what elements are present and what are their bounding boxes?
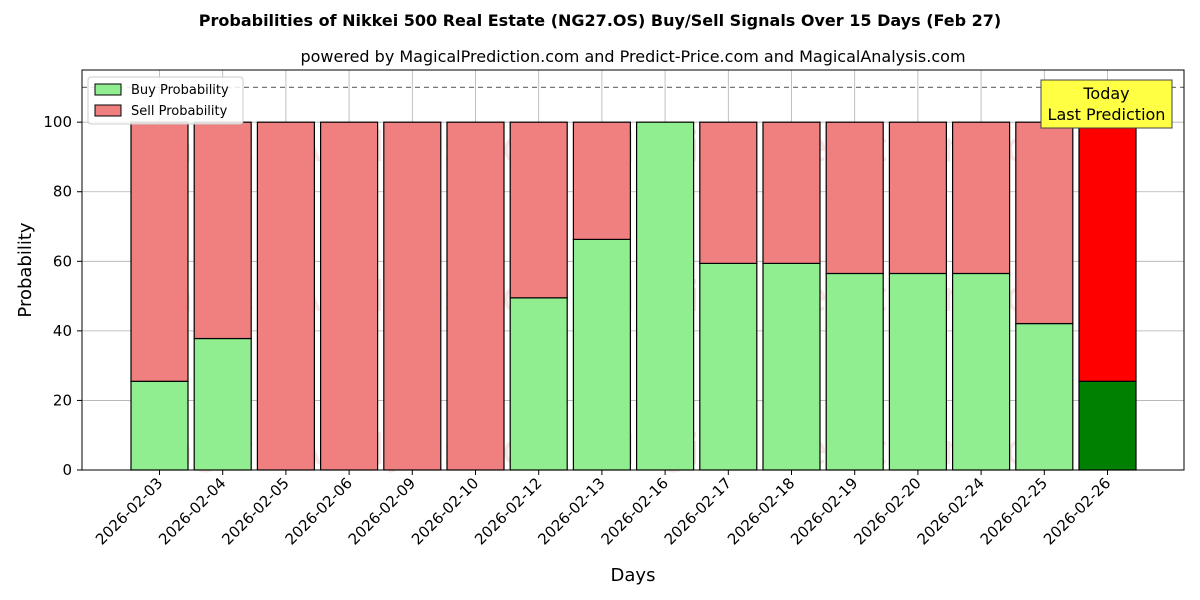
- x-tick-label: 2026-02-24: [914, 474, 988, 548]
- sell-bar: [320, 121, 379, 471]
- legend-label: Buy Probability: [131, 83, 229, 98]
- sell-bar: [951, 121, 1011, 275]
- legend-swatch: [94, 104, 122, 117]
- legend-box: [87, 76, 244, 125]
- x-tick-label: 2026-02-06: [282, 474, 356, 548]
- y-axis-label: Probability: [15, 222, 36, 317]
- buy-bar: [1078, 380, 1137, 471]
- annotation-box: [1040, 79, 1173, 129]
- chart-subtitle: powered by MagicalPrediction.com and Pre…: [300, 47, 965, 66]
- buy-bar: [825, 272, 884, 471]
- legend-swatch: [94, 83, 122, 96]
- y-tick-label: 40: [53, 322, 72, 340]
- sell-bar: [699, 121, 758, 264]
- annotation-text: Last Prediction: [1048, 105, 1166, 124]
- sell-bar: [383, 121, 442, 471]
- x-tick-label: 2026-02-09: [345, 474, 419, 548]
- plot-area: MagicalAnalysis.comMagicalPrediction.com…: [43, 69, 1185, 548]
- buy-bar: [509, 297, 568, 471]
- sell-bar: [130, 121, 189, 382]
- x-axis-label: Days: [611, 565, 656, 586]
- x-tick-label: 2026-02-25: [977, 474, 1051, 548]
- x-tick-label: 2026-02-10: [408, 474, 482, 548]
- sell-bar: [1015, 121, 1074, 325]
- buy-bar: [130, 380, 189, 471]
- y-tick-label: 100: [43, 113, 72, 131]
- x-tick-label: 2026-02-03: [92, 474, 166, 548]
- sell-bar: [572, 121, 632, 240]
- buy-bar: [762, 262, 821, 471]
- sell-bar: [888, 121, 948, 275]
- x-tick-label: 2026-02-13: [534, 474, 608, 548]
- x-tick-label: 2026-02-19: [787, 474, 861, 548]
- annotation-text: Today: [1082, 84, 1129, 103]
- y-tick-label: 20: [53, 391, 72, 409]
- y-tick-label: 80: [53, 183, 72, 201]
- sell-bar: [446, 121, 505, 471]
- buy-bar: [635, 121, 695, 471]
- x-tick-label: 2026-02-04: [155, 474, 229, 548]
- buy-bar: [193, 337, 252, 471]
- sell-bar: [256, 121, 315, 471]
- buy-bar: [888, 272, 948, 471]
- x-tick-label: 2026-02-18: [724, 474, 798, 548]
- sell-bar: [1078, 121, 1137, 382]
- x-tick-label: 2026-02-05: [218, 474, 292, 548]
- legend: Buy Probability Sell Probability: [87, 76, 244, 125]
- y-tick-label: 60: [53, 252, 72, 270]
- buy-bar: [1015, 322, 1074, 471]
- buy-bar: [699, 262, 758, 471]
- x-tick-label: 2026-02-12: [471, 474, 545, 548]
- x-tick-label: 2026-02-17: [661, 474, 735, 548]
- x-tick-label: 2026-02-16: [598, 474, 672, 548]
- today-annotation: Today Last Prediction: [1040, 79, 1173, 129]
- legend-label: Sell Probability: [131, 104, 228, 119]
- axes-frame: [81, 69, 1185, 471]
- sell-bar: [825, 121, 884, 275]
- sell-bar: [509, 121, 568, 299]
- chart-title: Probabilities of Nikkei 500 Real Estate …: [199, 11, 1001, 30]
- sell-bar: [193, 121, 252, 340]
- y-tick-label: 0: [62, 461, 72, 479]
- buy-bar: [951, 272, 1011, 471]
- buy-bar: [572, 238, 632, 471]
- x-tick-label: 2026-02-26: [1040, 474, 1114, 548]
- x-tick-label: 2026-02-20: [850, 474, 924, 548]
- sell-bar: [762, 121, 821, 264]
